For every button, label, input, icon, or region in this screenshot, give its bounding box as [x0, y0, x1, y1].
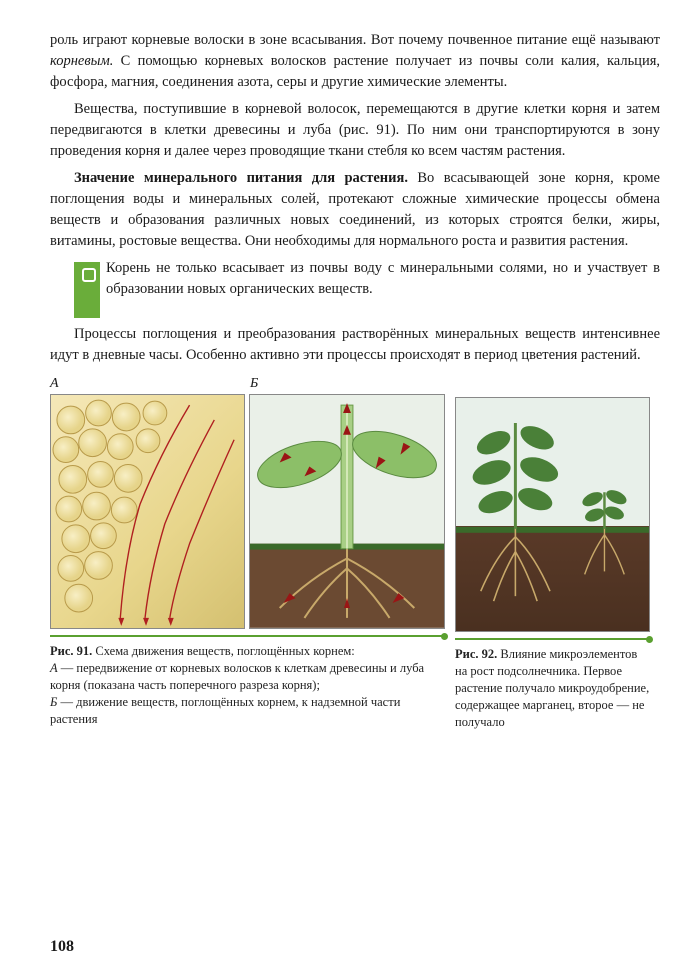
figure-91-caption: Рис. 91. Схема движения веществ, поглощё…	[50, 643, 445, 727]
paragraph-5: Процессы поглощения и преобразования рас…	[50, 324, 660, 366]
caption-number: Рис. 92.	[455, 647, 497, 661]
panel-label-a: А	[50, 376, 250, 392]
page-number: 108	[50, 938, 74, 956]
figure-91-column: А Б	[50, 376, 445, 730]
panel-label-b: Б	[250, 376, 258, 392]
root-cross-section-illustration	[51, 395, 244, 628]
callout-block: Корень не только всасывает из почвы воду…	[50, 258, 660, 318]
callout-text: Корень не только всасывает из почвы воду…	[50, 258, 660, 300]
dropcap-ornament	[74, 262, 100, 318]
caption-a-label: А	[50, 661, 58, 675]
paragraph-3: Значение минерального питания для растен…	[50, 168, 660, 252]
caption-b-text: — движение веществ, поглощённых корнем, …	[50, 695, 400, 726]
textbook-page: роль играют корневые волоски в зоне всас…	[0, 0, 700, 974]
spacer	[455, 376, 650, 397]
paragraph-1: роль играют корневые волоски в зоне всас…	[50, 30, 660, 93]
text: роль играют корневые волоски в зоне всас…	[50, 32, 660, 48]
text: Вещества, поступившие в корневой волосок…	[50, 101, 660, 159]
figure-91-panel-a	[50, 394, 245, 629]
figures-row: А Б	[50, 376, 660, 730]
figure-92-caption: Рис. 92. Влияние микроэлементов на рост …	[455, 646, 650, 730]
figure-91-images	[50, 394, 445, 629]
caption-title: Схема движения веществ, поглощённых корн…	[92, 644, 355, 658]
divider-rule	[455, 638, 650, 640]
figure-92-column: Рис. 92. Влияние микроэлементов на рост …	[455, 376, 650, 730]
plant-transport-illustration	[250, 395, 444, 628]
section-heading-inline: Значение минерального питания для растен…	[74, 170, 408, 186]
text: Процессы поглощения и преобразования рас…	[50, 326, 660, 363]
panel-labels: А Б	[50, 376, 445, 392]
caption-number: Рис. 91.	[50, 644, 92, 658]
paragraph-2: Вещества, поступившие в корневой волосок…	[50, 99, 660, 162]
divider-rule	[50, 635, 445, 637]
figure-92-image	[455, 397, 650, 632]
text: С помощью корневых волосков растение пол…	[50, 53, 660, 90]
term-italic: корневым.	[50, 53, 113, 69]
sunflower-comparison-illustration	[456, 398, 649, 631]
caption-a-text: — передвижение от корневых волосков к кл…	[50, 661, 424, 692]
figure-91-panel-b	[249, 394, 445, 629]
